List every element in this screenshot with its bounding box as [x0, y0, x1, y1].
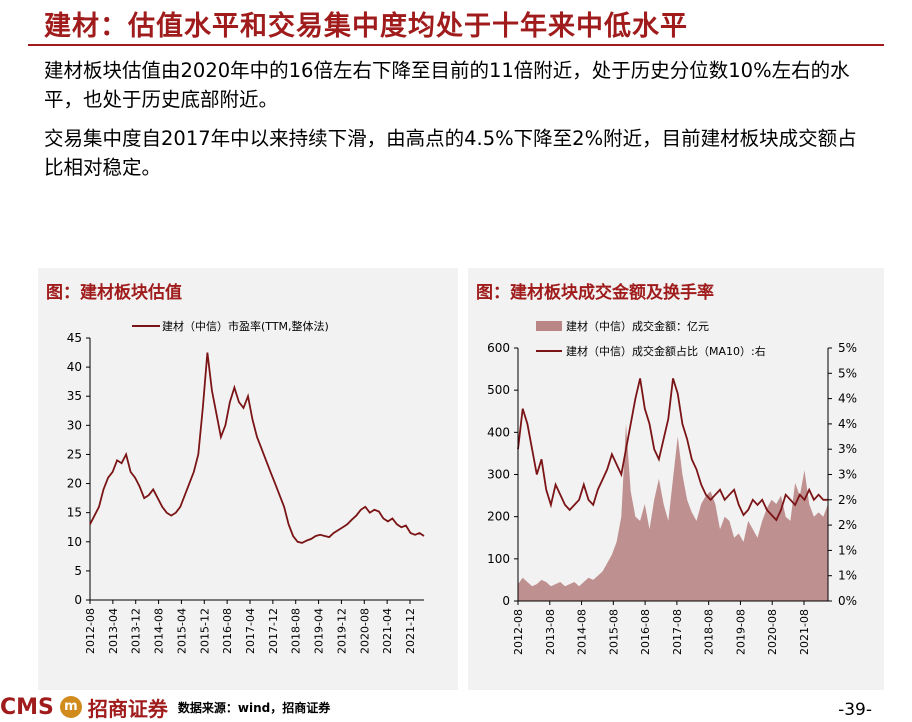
y-tick-label: 45 [67, 331, 82, 345]
x-tick-label: 2019-08 [734, 609, 747, 655]
footer-logo: CMS m 招商证券 数据来源：wind，招商证券 [0, 694, 331, 721]
x-tick-label: 2014-08 [153, 608, 166, 654]
x-tick-label: 2021-12 [404, 608, 417, 654]
brand-logo-icon: m [59, 696, 82, 718]
valuation-chart: 建材（中信）市盈率(TTM,整体法) 0 5 10 15 20 25 30 35 40 45 2012… [67, 319, 425, 654]
x-tick-label: 2020-08 [358, 608, 371, 654]
y-right-tick-label: 1% [838, 543, 857, 557]
x-tick-label: 2021-04 [381, 608, 394, 654]
y-right-tick-label: 5% [838, 341, 857, 355]
y-tick-label: 35 [67, 389, 82, 403]
x-tick-label: 2016-08 [639, 609, 652, 655]
y-right-tick-label: 3% [838, 468, 857, 482]
y-tick-label: 5 [74, 564, 82, 578]
turnover-area [518, 423, 828, 601]
x-tick-label: 2019-12 [335, 608, 348, 654]
pe-series-line [89, 352, 425, 544]
x-tick-label: 2019-04 [313, 608, 326, 654]
legend-label-turnover: 建材（中信）成交金额：亿元 [566, 319, 709, 333]
legend-label-pe: 建材（中信）市盈率(TTM,整体法) [162, 319, 329, 333]
y-left-tick-label: 0 [502, 594, 510, 608]
x-tick-label: 2018-08 [703, 609, 716, 655]
y-right-tick-label: 5% [838, 366, 857, 380]
y-right-tick-label: 1% [838, 569, 857, 583]
x-tick-label: 2013-08 [544, 609, 557, 655]
slide-title: 建材：估值水平和交易集中度均处于十年来中低水平 [44, 11, 688, 42]
x-tick-label: 2012-08 [84, 608, 97, 654]
x-tick-label: 2012-08 [512, 609, 525, 655]
y-tick-label: 0 [74, 593, 82, 607]
y-left-tick-label: 600 [487, 341, 510, 355]
x-tick-label: 2017-08 [671, 609, 684, 655]
share-series-line [517, 378, 828, 522]
summary-paragraph-1: 建材板块估值由2020年中的16倍左右下降至目前的11倍附近，处于历史分位数10… [44, 59, 850, 111]
y-tick-label: 15 [67, 506, 82, 520]
x-tick-label: 2013-04 [107, 608, 120, 654]
x-tick-label: 2016-08 [221, 608, 234, 654]
cms-logo-text: CMS [0, 694, 54, 720]
legend-label-share: 建材（中信）成交金额占比（MA10）:右 [566, 344, 766, 358]
y-tick-label: 30 [67, 418, 82, 432]
title-divider [28, 44, 884, 46]
x-tick-label: 2014-08 [576, 609, 589, 655]
y-left-tick-label: 200 [487, 510, 510, 524]
brand-name: 招商证券 [87, 696, 168, 721]
x-tick-label: 2017-04 [244, 608, 257, 654]
legend-swatch-turnover [536, 321, 562, 331]
y-tick-label: 40 [67, 360, 82, 374]
y-tick-label: 20 [67, 477, 82, 491]
page-number: -39- [838, 700, 872, 720]
y-tick-label: 10 [67, 535, 82, 549]
summary-paragraph-2: 交易集中度自2017年中以来持续下滑，由高点的4.5%下降至2%附近，目前建材板… [44, 127, 857, 179]
x-tick-label: 2015-04 [175, 608, 188, 654]
y-left-tick-label: 500 [487, 383, 510, 397]
y-right-tick-label: 3% [838, 442, 857, 456]
x-tick-label: 2015-08 [607, 609, 620, 655]
x-tick-label: 2020-08 [766, 609, 779, 655]
y-right-tick-label: 4% [838, 392, 857, 406]
y-tick-label: 25 [67, 447, 82, 461]
valuation-chart-title: 图：建材板块估值 [46, 283, 182, 303]
data-source: 数据来源：wind，招商证券 [177, 700, 331, 715]
y-left-tick-label: 100 [487, 552, 510, 566]
x-tick-label: 2017-12 [267, 608, 280, 654]
valuation-chart-panel: 图：建材板块估值 建材（中信）市盈率(TTM,整体法) 0 5 10 15 20 25 30 3… [38, 268, 458, 690]
x-tick-label: 2015-12 [198, 608, 211, 654]
x-tick-label: 2021-08 [798, 609, 811, 655]
y-right-tick-label: 2% [838, 493, 857, 507]
y-right-tick-label: 4% [838, 417, 857, 431]
y-left-tick-label: 400 [487, 425, 510, 439]
x-tick-label: 2018-08 [290, 608, 303, 654]
x-tick-label: 2013-12 [130, 608, 143, 654]
y-left-tick-label: 300 [487, 468, 510, 482]
turnover-chart-title: 图：建材板块成交金额及换手率 [476, 283, 714, 303]
y-right-tick-label: 2% [838, 518, 857, 532]
y-right-tick-label: 0% [838, 594, 857, 608]
turnover-chart-panel: 图：建材板块成交金额及换手率 建材（中信）成交金额：亿元建材（中信）成交金额占比… [468, 268, 884, 690]
